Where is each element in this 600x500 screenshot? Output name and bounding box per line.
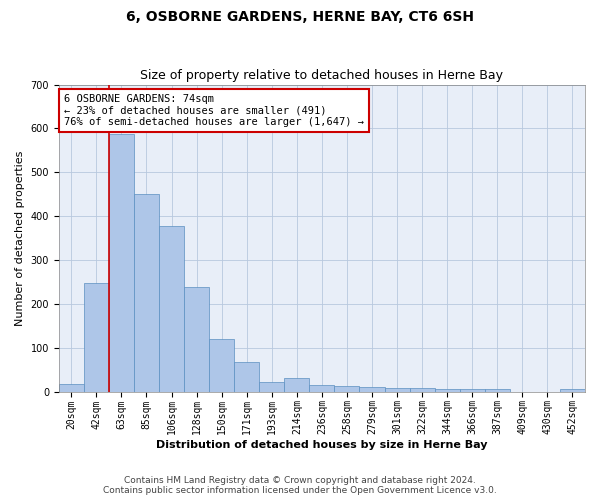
Bar (434, 390, 460, 392)
Title: Size of property relative to detached houses in Herne Bay: Size of property relative to detached ho… (140, 69, 503, 82)
Text: 6 OSBORNE GARDENS: 74sqm
← 23% of detached houses are smaller (491)
76% of semi-: 6 OSBORNE GARDENS: 74sqm ← 23% of detach… (64, 94, 364, 127)
Bar (284, 378, 310, 392)
Bar (310, 386, 334, 392)
Text: Contains HM Land Registry data © Crown copyright and database right 2024.
Contai: Contains HM Land Registry data © Crown c… (103, 476, 497, 495)
Bar (385, 388, 410, 392)
Text: 6, OSBORNE GARDENS, HERNE BAY, CT6 6SH: 6, OSBORNE GARDENS, HERNE BAY, CT6 6SH (126, 10, 474, 24)
Bar (159, 226, 184, 392)
Bar (334, 386, 359, 392)
Y-axis label: Number of detached properties: Number of detached properties (15, 150, 25, 326)
Bar (259, 382, 284, 392)
Bar (209, 339, 234, 392)
Bar (234, 362, 259, 392)
Bar (460, 390, 485, 392)
Bar (59, 384, 84, 392)
Bar (359, 387, 385, 392)
X-axis label: Distribution of detached houses by size in Herne Bay: Distribution of detached houses by size … (156, 440, 488, 450)
Bar (485, 390, 510, 392)
Bar (109, 134, 134, 392)
Bar (84, 283, 109, 392)
Bar (410, 388, 434, 392)
Bar (134, 194, 159, 392)
Bar (184, 287, 209, 392)
Bar (560, 389, 585, 392)
